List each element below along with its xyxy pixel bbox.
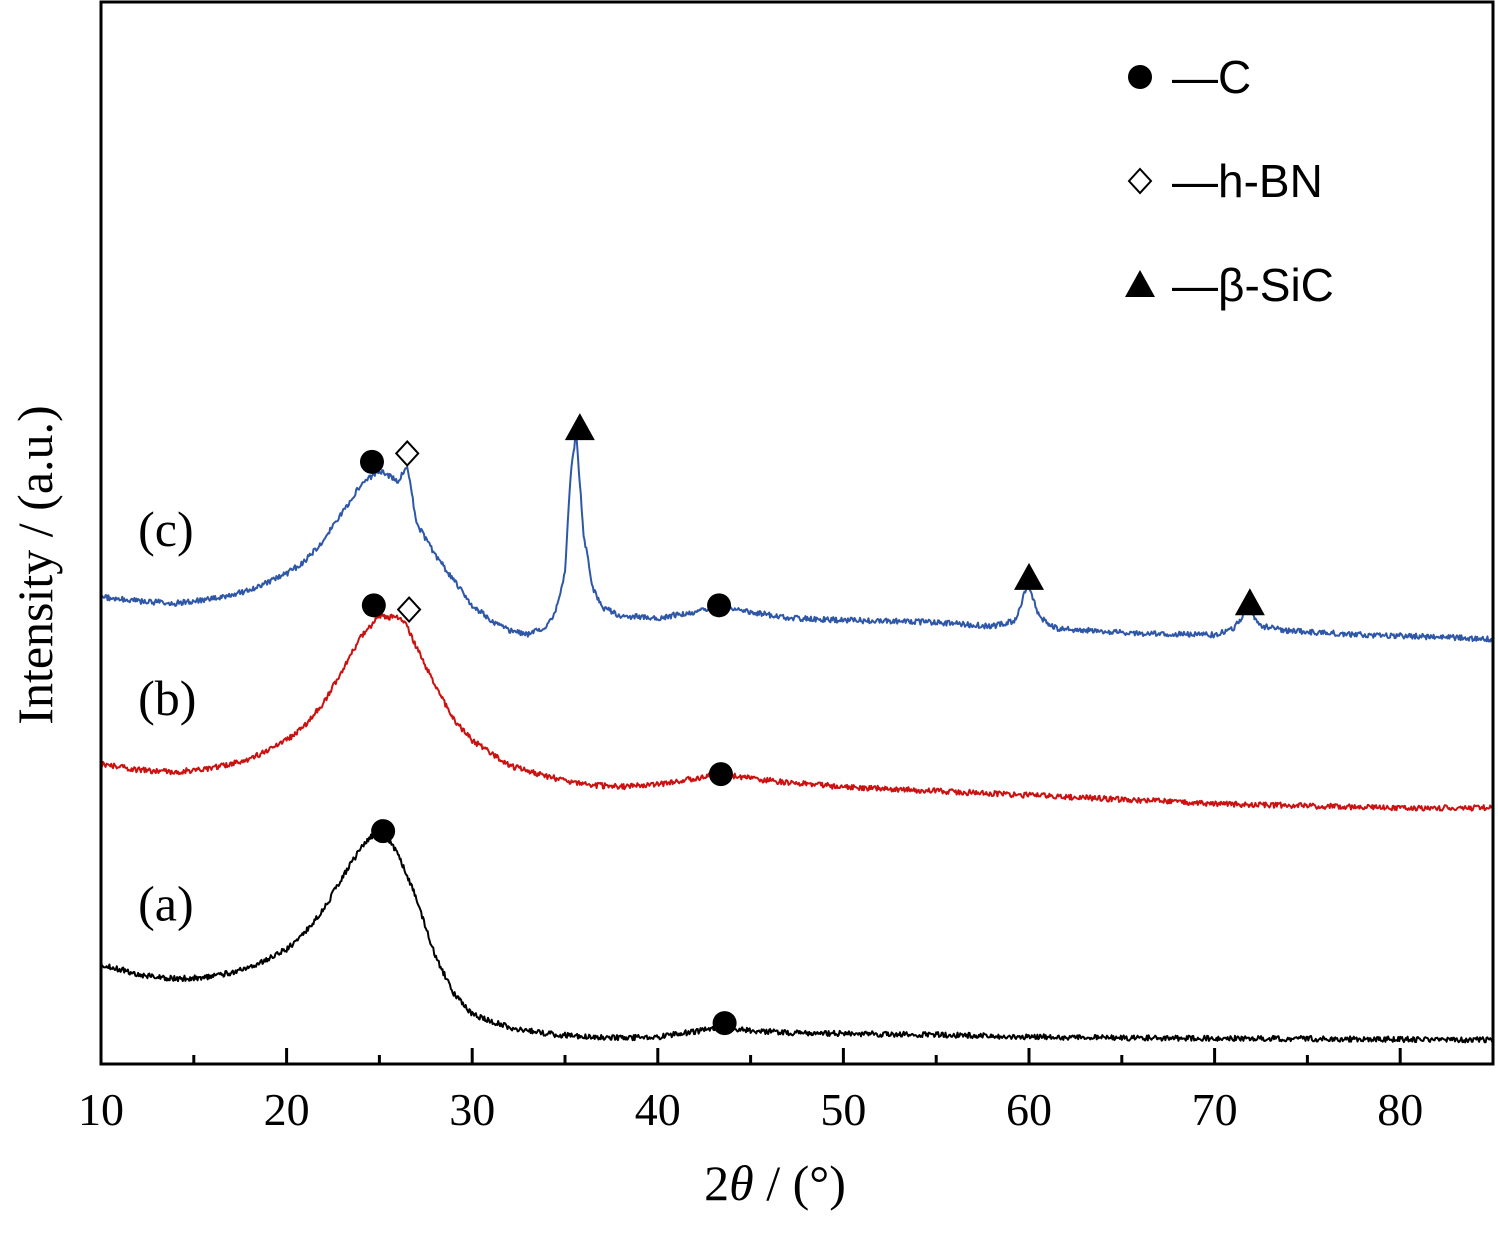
curve-label: (a) [138,876,194,932]
x-axis-title-theta: θ [729,1155,754,1211]
x-tick-label: 20 [264,1084,310,1135]
series-line-2 [100,613,1494,812]
legend-label: —β-SiC [1172,259,1334,311]
x-tick-label: 70 [1192,1084,1238,1135]
x-axis-title: 2θ / (°) [704,1155,846,1211]
circle-phase-marker [371,819,396,844]
legend-label: —h-BN [1172,155,1323,207]
circle-legend-marker [1128,65,1152,89]
curve-label: (c) [138,501,194,557]
x-tick-label: 40 [635,1084,681,1135]
circle-phase-marker [361,593,386,618]
legend: —C —h-BN —β-SiC [1125,51,1334,311]
phase-markers [359,413,1265,1036]
circle-phase-marker [708,762,733,787]
x-axis-title-suffix: / (°) [754,1155,846,1211]
circle-phase-marker [712,1011,737,1036]
triangle-phase-marker [1014,562,1044,590]
circle-phase-marker [359,449,384,474]
x-tick-label: 50 [820,1084,866,1135]
x-tick-label: 80 [1377,1084,1423,1135]
series-curves [100,429,1494,1044]
circle-phase-marker [707,593,732,618]
triangle-phase-marker [564,413,595,441]
x-axis-ticks [99,1048,1402,1064]
diamond-phase-marker [394,439,420,467]
x-tick-label: 10 [78,1084,124,1135]
diamond-phase-marker [396,596,422,624]
y-axis-title: Intensity / (a.u.) [7,405,63,724]
legend-label: —C [1172,51,1251,103]
x-tick-labels: 10 20 30 40 50 60 70 80 [78,1084,1423,1135]
triangle-legend-marker [1125,270,1155,297]
curve-label: (b) [138,670,196,726]
series-line-3 [100,429,1494,643]
triangle-phase-marker [1234,588,1265,616]
diamond-legend-marker [1127,167,1153,195]
plot-frame [99,0,1495,1066]
x-tick-label: 30 [449,1084,495,1135]
series-line-1 [100,829,1494,1044]
x-axis-title-prefix: 2 [704,1155,729,1211]
x-tick-label: 60 [1006,1084,1052,1135]
curve-labels: (a) (b) (c) [138,501,196,932]
